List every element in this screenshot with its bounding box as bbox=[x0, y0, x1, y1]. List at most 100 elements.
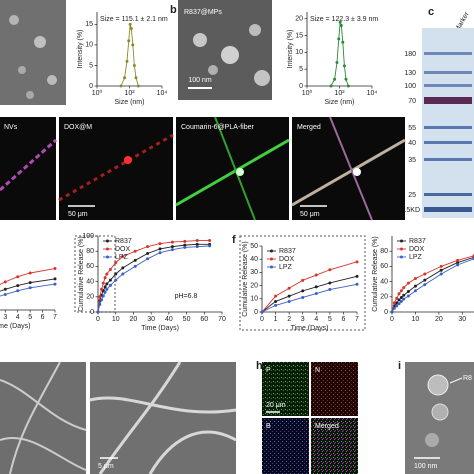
y-tick-label: 80 bbox=[86, 248, 94, 255]
x-tick-label: 1 bbox=[274, 316, 278, 323]
series-line bbox=[97, 245, 210, 313]
ladder-label: 40 bbox=[408, 140, 416, 147]
data-point bbox=[208, 244, 212, 248]
data-point bbox=[341, 40, 345, 44]
data-point bbox=[28, 286, 32, 290]
data-point bbox=[392, 301, 396, 305]
data-point bbox=[301, 289, 305, 293]
data-point bbox=[355, 282, 359, 286]
data-point bbox=[406, 281, 410, 285]
tem-image-b bbox=[178, 0, 272, 100]
data-point bbox=[100, 298, 104, 302]
data-point bbox=[103, 276, 107, 280]
x-tick-label: 60 bbox=[200, 316, 208, 323]
x-tick-label: 10 bbox=[412, 316, 420, 323]
y-axis-label: Intensity (%) bbox=[77, 30, 84, 69]
data-point bbox=[439, 272, 443, 276]
y-tick-label: 0 bbox=[90, 309, 94, 316]
annotation: Size = 122.3 ± 3.9 nm bbox=[310, 16, 378, 23]
y-tick-label: 30 bbox=[250, 269, 258, 276]
x-axis-label: Size (nm) bbox=[325, 99, 355, 106]
x-axis-label: Time (Days) bbox=[0, 323, 30, 330]
data-point bbox=[423, 278, 427, 282]
data-point bbox=[183, 243, 187, 247]
legend-label: LPZ bbox=[115, 254, 129, 261]
x-tick-label: 10⁰ bbox=[302, 89, 313, 97]
data-point bbox=[53, 282, 57, 286]
data-point bbox=[158, 251, 162, 255]
y-tick-label: 100 bbox=[82, 233, 94, 240]
data-point bbox=[402, 297, 406, 301]
data-point bbox=[98, 295, 102, 299]
data-point bbox=[397, 292, 401, 296]
data-point bbox=[146, 251, 150, 255]
data-point bbox=[456, 261, 460, 265]
data-point bbox=[134, 76, 138, 80]
data-point bbox=[413, 277, 417, 281]
data-point bbox=[397, 302, 401, 306]
y-tick-label: 40 bbox=[250, 256, 258, 263]
image-label: NVs bbox=[4, 124, 18, 131]
ladder-label: 15KD bbox=[402, 207, 420, 214]
x-tick-label: 0 bbox=[96, 316, 100, 323]
ladder-label: 100 bbox=[404, 83, 416, 90]
series-line bbox=[120, 24, 139, 87]
y-tick-label: 5 bbox=[89, 62, 93, 69]
x-tick-label: 3 bbox=[301, 316, 305, 323]
legend-label: DOX bbox=[409, 246, 425, 253]
panel-label: b bbox=[170, 4, 177, 16]
series-line bbox=[0, 278, 56, 292]
data-point bbox=[3, 280, 7, 284]
tem-image-a bbox=[0, 0, 66, 105]
data-point bbox=[136, 84, 140, 88]
panel-label: h bbox=[256, 360, 263, 372]
data-point bbox=[399, 296, 403, 300]
data-point bbox=[397, 298, 401, 302]
data-point bbox=[287, 299, 291, 303]
y-tick-label: 20 bbox=[86, 294, 94, 301]
tem-image-i bbox=[405, 362, 474, 474]
data-point bbox=[125, 59, 129, 63]
series-line bbox=[391, 256, 474, 313]
data-point bbox=[456, 258, 460, 262]
image-label: Coumarin-6@PLA-fiber bbox=[181, 124, 255, 131]
x-tick-label: 4 bbox=[314, 316, 318, 323]
zoom-frame bbox=[239, 235, 366, 331]
data-point bbox=[53, 267, 57, 271]
ladder-label: 180 bbox=[404, 51, 416, 58]
data-point bbox=[355, 274, 359, 278]
x-tick-label: 4 bbox=[16, 314, 20, 321]
x-tick-label: 10 bbox=[112, 316, 120, 323]
x-tick-label: 10² bbox=[124, 90, 135, 97]
data-point bbox=[337, 37, 341, 41]
legend-label: DOX bbox=[279, 256, 295, 263]
ladder-label: 70 bbox=[408, 98, 416, 105]
x-tick-label: 0 bbox=[260, 316, 264, 323]
panel-label: c bbox=[428, 6, 434, 18]
data-point bbox=[395, 304, 399, 308]
data-point bbox=[3, 292, 7, 296]
data-point bbox=[132, 63, 136, 67]
data-point bbox=[114, 261, 118, 265]
data-point bbox=[158, 247, 162, 251]
data-point bbox=[121, 272, 125, 276]
data-point bbox=[183, 245, 187, 249]
data-point bbox=[131, 43, 135, 47]
data-point bbox=[406, 294, 410, 298]
data-point bbox=[402, 293, 406, 297]
data-point bbox=[399, 299, 403, 303]
legend-swatch bbox=[106, 239, 109, 243]
data-point bbox=[101, 281, 105, 285]
legend-swatch bbox=[400, 247, 403, 251]
data-point bbox=[395, 296, 399, 300]
data-point bbox=[105, 272, 109, 276]
data-point bbox=[439, 264, 443, 268]
series-line bbox=[97, 243, 210, 313]
data-point bbox=[339, 23, 343, 27]
y-tick-label: 20 bbox=[295, 16, 303, 23]
x-tick-label: 40 bbox=[165, 316, 173, 323]
series-line bbox=[391, 255, 474, 313]
data-point bbox=[344, 77, 348, 81]
series-line bbox=[97, 240, 210, 313]
